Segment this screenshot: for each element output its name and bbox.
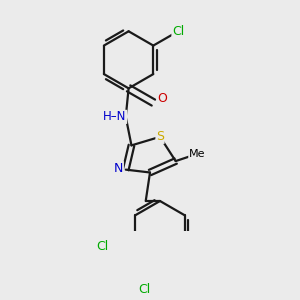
Text: O: O	[157, 92, 167, 105]
Text: Cl: Cl	[172, 25, 184, 38]
Text: S: S	[156, 130, 164, 143]
Text: Me: Me	[189, 149, 205, 159]
Text: Cl: Cl	[96, 240, 108, 253]
Text: N: N	[114, 162, 123, 175]
Text: H–N: H–N	[103, 110, 127, 123]
Text: Cl: Cl	[138, 284, 150, 296]
